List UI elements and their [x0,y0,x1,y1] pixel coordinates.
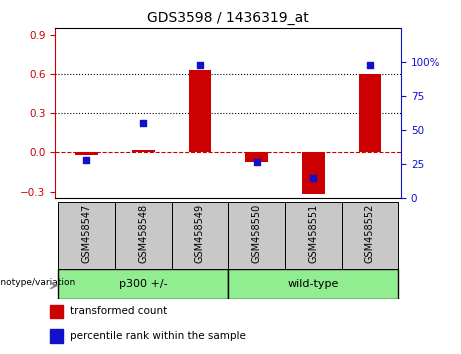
Point [309,175,317,181]
Bar [75,153,98,155]
Text: GSM458551: GSM458551 [308,204,318,263]
FancyBboxPatch shape [342,202,398,269]
Bar [302,153,325,194]
Bar [189,70,211,153]
Point [140,121,147,126]
Text: transformed count: transformed count [70,307,167,316]
Point [83,157,90,163]
FancyBboxPatch shape [58,269,228,299]
Bar [50,304,63,318]
Bar [359,74,381,153]
Bar [245,153,268,162]
Text: GSM458552: GSM458552 [365,204,375,263]
Text: GSM458550: GSM458550 [252,204,261,263]
Title: GDS3598 / 1436319_at: GDS3598 / 1436319_at [148,11,309,24]
FancyBboxPatch shape [228,202,285,269]
Text: GSM458549: GSM458549 [195,204,205,263]
Text: percentile rank within the sample: percentile rank within the sample [70,331,246,341]
Text: genotype/variation: genotype/variation [0,278,76,287]
Point [196,62,204,68]
Text: p300 +/-: p300 +/- [119,279,167,289]
FancyBboxPatch shape [228,269,398,299]
FancyBboxPatch shape [171,202,228,269]
Text: GSM458548: GSM458548 [138,204,148,263]
Point [366,62,373,68]
Bar [50,330,63,343]
FancyBboxPatch shape [285,202,342,269]
FancyBboxPatch shape [58,202,115,269]
Text: wild-type: wild-type [288,279,339,289]
Point [253,159,260,164]
FancyBboxPatch shape [115,202,171,269]
Text: GSM458547: GSM458547 [82,204,91,263]
Bar [132,150,154,153]
